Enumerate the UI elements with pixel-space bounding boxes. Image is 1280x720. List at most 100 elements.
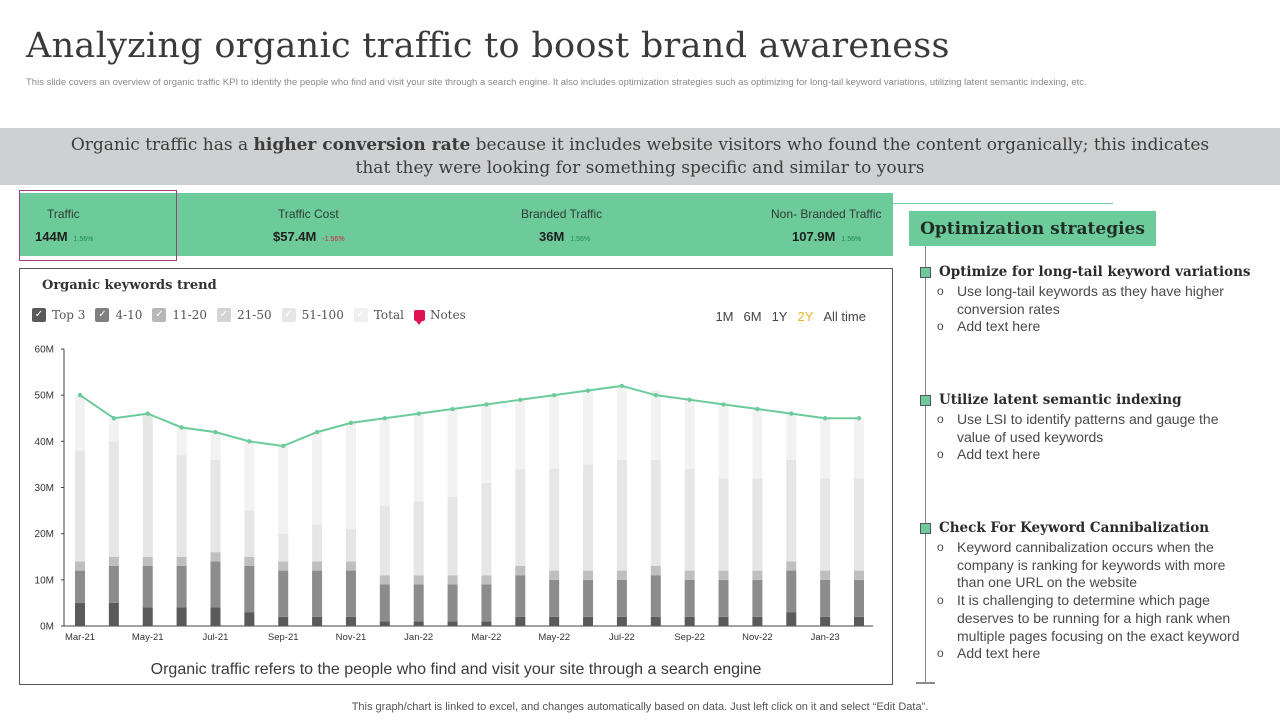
y-tick-label: 10M: [35, 575, 54, 586]
bar-segment: [244, 441, 255, 511]
bar-segment: [684, 399, 695, 470]
legend-checkbox-icon[interactable]: ✓: [281, 308, 296, 322]
bar-segment: [549, 395, 560, 470]
strategy-point: Keyword cannibalization occurs when the …: [937, 539, 1237, 592]
kpi-label: Traffic: [47, 207, 80, 221]
bar-segment: [176, 427, 187, 456]
kpi-branded-traffic[interactable]: Branded Traffic 36M 1.56%: [435, 193, 675, 256]
bar-segment: [616, 459, 627, 571]
strategy-point: Add text here: [937, 446, 1265, 464]
strategy-point: Add text here: [937, 318, 1265, 336]
total-point: [77, 392, 83, 398]
bar-segment: [718, 579, 729, 617]
bar-segment: [583, 579, 594, 617]
time-range-1m[interactable]: 1M: [715, 309, 734, 324]
legend-checkbox-icon[interactable]: ✓: [32, 308, 46, 322]
bar-segment: [616, 579, 627, 617]
banner-text-prefix: Organic traffic has a: [70, 134, 249, 155]
x-tick-label: May-21: [132, 632, 164, 643]
bar-segment: [210, 459, 221, 553]
chart-title: Organic keywords trend: [42, 278, 217, 293]
bar-segment: [447, 621, 458, 626]
bar-segment: [583, 570, 594, 580]
kpi-connector-line: [893, 203, 1113, 204]
kpi-change: 1.56%: [73, 236, 94, 243]
legend-checkbox-icon[interactable]: ✓: [353, 308, 368, 322]
legend-item[interactable]: ✓ 51-100: [281, 308, 344, 322]
bar-segment: [142, 413, 153, 557]
legend-item[interactable]: ✓ 21-50: [217, 308, 272, 322]
bar-segment: [176, 556, 187, 566]
time-range-1y[interactable]: 1Y: [771, 309, 788, 324]
strategy-title: Optimize for long-tail keyword variation…: [939, 264, 1251, 280]
kpi-traffic[interactable]: Traffic 144M 1.56%: [19, 193, 177, 256]
time-range-all-time[interactable]: All time: [823, 309, 866, 324]
bar-segment: [752, 616, 763, 626]
bar-segment: [718, 404, 729, 479]
bar-segment: [820, 570, 831, 580]
bar-segment: [786, 413, 797, 460]
total-point: [551, 392, 557, 398]
kpi-traffic-cost[interactable]: Traffic Cost $57.4M -1.56%: [177, 193, 435, 256]
bar-segment: [481, 621, 492, 626]
legend-label: 4-10: [115, 308, 143, 322]
strategy-heading: Utilize latent semantic indexing: [920, 392, 1265, 408]
legend-checkbox-icon[interactable]: ✓: [217, 308, 231, 322]
kpi-value: 107.9M 1.56%: [792, 229, 862, 244]
kpi-value: $57.4M -1.56%: [273, 229, 345, 244]
kpi-label: Non- Branded Traffic: [771, 207, 882, 221]
bar-segment: [244, 565, 255, 613]
total-point: [179, 425, 184, 430]
bar-segment: [176, 565, 187, 608]
time-range-2y[interactable]: 2Y: [797, 309, 814, 324]
bar-segment: [549, 570, 560, 580]
bar-segment: [312, 561, 323, 571]
bar-segment: [684, 469, 695, 571]
page-subtitle: This slide covers an overview of organic…: [26, 77, 1087, 88]
bar-segment: [650, 390, 661, 460]
bar-segment: [650, 575, 661, 617]
total-point: [687, 397, 692, 402]
strategy-point: Add text here: [937, 645, 1265, 663]
bar-segment: [413, 584, 424, 622]
strategy-points: Keyword cannibalization occurs when the …: [937, 539, 1265, 663]
bar-segment: [515, 565, 526, 576]
bar-segment: [379, 575, 390, 585]
time-range-6m[interactable]: 6M: [743, 309, 762, 324]
chart-legend: ✓ Top 3 ✓ 4-10 ✓ 11-20 ✓ 21-50 ✓ 51-100 ✓ Total Note…: [32, 308, 476, 325]
legend-checkbox-icon[interactable]: ✓: [152, 308, 167, 322]
bar-segment: [447, 409, 458, 497]
legend-checkbox-icon[interactable]: ✓: [95, 308, 110, 322]
bar-segment: [718, 478, 729, 571]
bar-segment: [447, 496, 458, 576]
legend-item[interactable]: ✓ Total: [353, 308, 404, 322]
bar-segment: [345, 616, 356, 626]
banner-text-bold: higher conversion rate: [253, 134, 471, 155]
x-tick-label: Mar-21: [65, 632, 95, 643]
legend-item[interactable]: ✓ Top 3: [32, 308, 85, 322]
legend-item[interactable]: Notes: [413, 308, 466, 325]
bar-segment: [820, 616, 831, 626]
bar-segment: [549, 616, 560, 626]
legend-item[interactable]: ✓ 11-20: [152, 308, 207, 322]
x-tick-label: Jul-21: [203, 632, 229, 643]
bar-segment: [278, 616, 289, 626]
bar-segment: [515, 469, 526, 566]
kpi-non-branded-traffic[interactable]: Non- Branded Traffic 107.9M 1.56%: [675, 193, 893, 256]
y-tick-label: 60M: [35, 345, 54, 356]
bar-segment: [481, 584, 492, 622]
kpi-bar: Traffic 144M 1.56% Traffic Cost $57.4M -1.…: [19, 193, 893, 256]
bar-segment: [142, 556, 153, 566]
strategy-heading: Optimize for long-tail keyword variation…: [920, 264, 1265, 280]
bar-segment: [447, 584, 458, 622]
kpi-label: Branded Traffic: [521, 207, 603, 221]
bar-segment: [379, 584, 390, 622]
strategy-marker-icon: [920, 522, 931, 534]
bar-segment: [515, 399, 526, 470]
total-point: [789, 411, 794, 416]
total-point: [213, 429, 218, 435]
bar-segment: [481, 404, 492, 483]
legend-label: 11-20: [172, 308, 207, 322]
strategy-marker-icon: [920, 394, 931, 406]
legend-item[interactable]: ✓ 4-10: [95, 308, 142, 322]
